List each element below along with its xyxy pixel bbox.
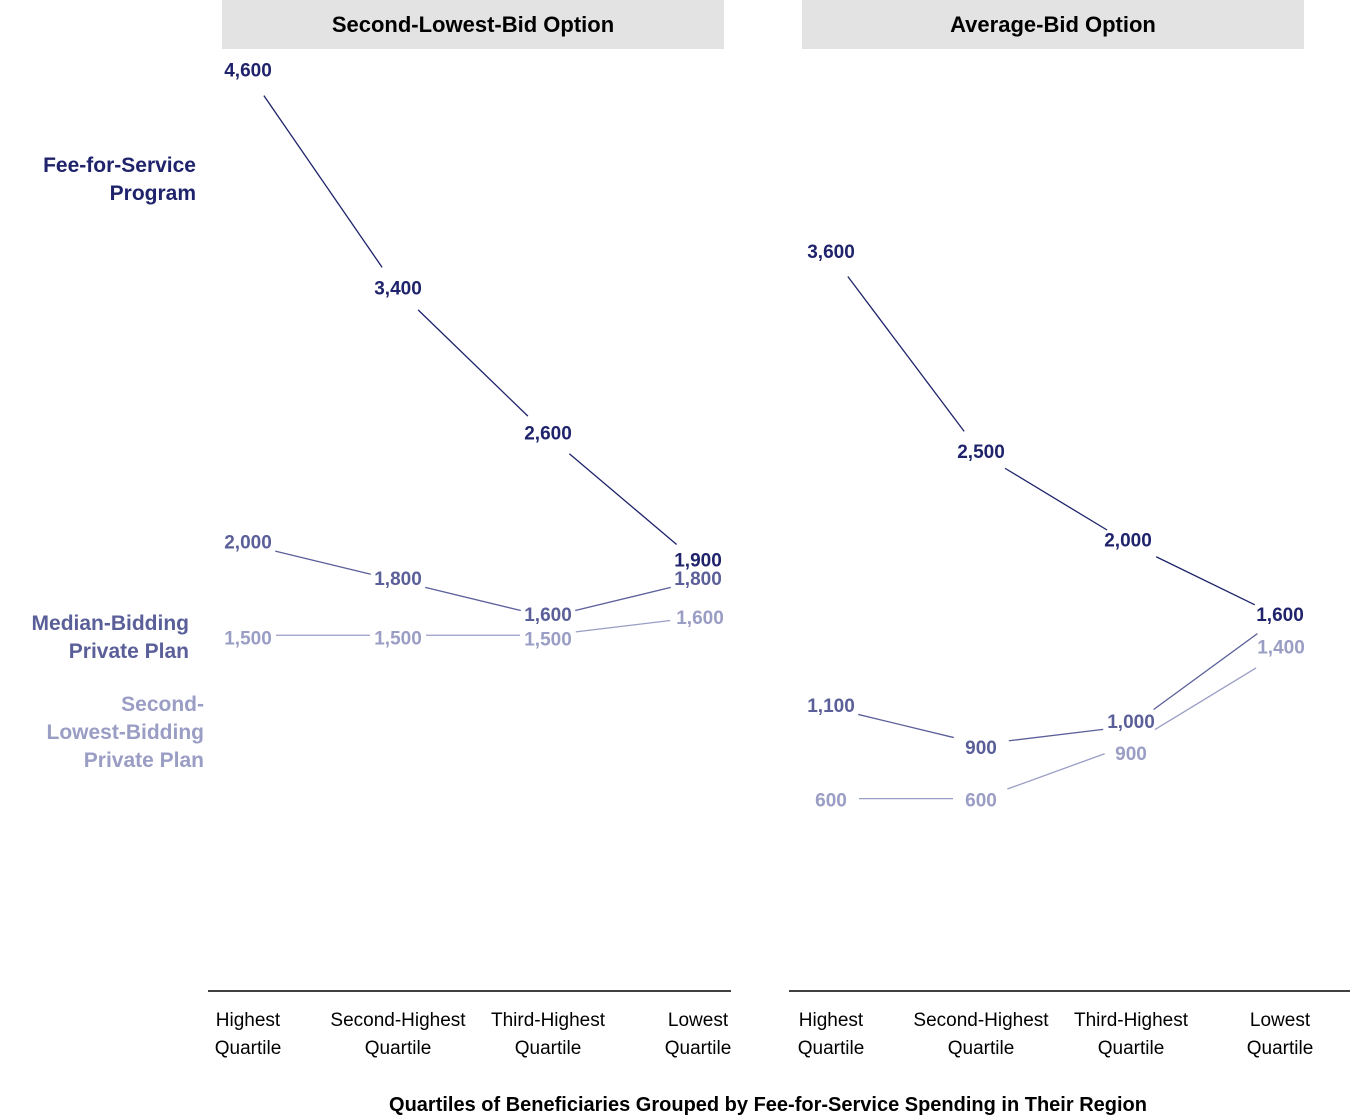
data-label-median-bidding: 1,600 <box>524 605 572 626</box>
x-tick-label-line: Quartile <box>1247 1038 1314 1059</box>
series-label-second-lowest-bidding-line: Private Plan <box>84 749 204 772</box>
x-tick-label: Highest Quartile <box>215 1010 282 1059</box>
series-label-second-lowest-bidding-line: Second- <box>121 693 204 716</box>
panel-title-bar <box>222 0 724 49</box>
series-line-fee-for-service <box>417 309 529 417</box>
series-label-second-lowest-bidding-line: Lowest-Bidding <box>47 721 204 744</box>
data-label-median-bidding: 1,000 <box>1107 712 1155 733</box>
x-tick-label-line: Quartile <box>365 1038 432 1059</box>
series-line-fee-for-service <box>568 453 678 546</box>
series-line-median-bidding <box>275 550 371 575</box>
series-label-median-bidding-line: Median-Bidding <box>32 612 189 635</box>
data-label-second-lowest-bidding: 900 <box>1115 744 1147 765</box>
x-tick-label-line: Quartile <box>665 1038 732 1059</box>
series-labels: Fee-for-Service Program Median-Bidding Priv… <box>32 154 204 772</box>
series-line-fee-for-service <box>263 95 383 268</box>
series-line-second-lowest-bidding <box>1154 667 1257 731</box>
data-label-fee-for-service: 1,600 <box>1256 605 1304 626</box>
x-tick-label-line: Quartile <box>515 1038 582 1059</box>
data-label-second-lowest-bidding: 1,500 <box>524 629 572 650</box>
x-axis-title: Quartiles of Beneficiaries Grouped by Fe… <box>389 1094 1147 1116</box>
data-label-median-bidding: 1,800 <box>374 569 422 590</box>
data-label-second-lowest-bidding: 1,500 <box>374 628 422 649</box>
x-tick-label: Second-Highest Quartile <box>330 1010 466 1059</box>
series-line-second-lowest-bidding <box>1007 753 1105 790</box>
data-label-fee-for-service: 2,500 <box>957 442 1005 463</box>
series-label-fee-for-service-line: Program <box>110 182 196 205</box>
data-label-median-bidding: 1,100 <box>807 696 855 717</box>
data-label-fee-for-service: 1,900 <box>674 551 722 572</box>
series-line-fee-for-service <box>847 276 965 432</box>
x-tick-label: Third-Highest Quartile <box>491 1010 606 1059</box>
x-tick-label: Highest Quartile <box>798 1010 865 1059</box>
x-tick-label-line: Quartile <box>948 1038 1015 1059</box>
data-label-median-bidding: 1,800 <box>674 569 722 590</box>
data-label-fee-for-service: 2,600 <box>524 424 572 445</box>
panel-title-bar <box>802 0 1304 49</box>
x-tick-label-line: Third-Highest <box>1074 1010 1189 1031</box>
x-tick-label: Lowest Quartile <box>665 1010 732 1059</box>
x-tick-label-line: Second-Highest <box>913 1010 1049 1031</box>
x-tick-label-line: Quartile <box>215 1038 282 1059</box>
data-label-fee-for-service: 2,000 <box>1104 531 1152 552</box>
series-line-median-bidding <box>425 586 521 612</box>
data-label-second-lowest-bidding: 1,600 <box>676 608 724 629</box>
series-line-second-lowest-bidding <box>575 619 671 633</box>
series-line-median-bidding <box>858 713 954 739</box>
data-label-fee-for-service: 4,600 <box>224 61 272 82</box>
data-label-second-lowest-bidding: 600 <box>965 791 997 812</box>
x-tick-label-line: Quartile <box>1098 1038 1165 1059</box>
series-line-median-bidding <box>575 586 671 612</box>
series-label-fee-for-service-line: Fee-for-Service <box>43 154 196 177</box>
data-label-fee-for-service: 3,400 <box>374 278 422 299</box>
series-line-fee-for-service <box>1155 556 1256 606</box>
series-line-median-bidding <box>1008 728 1104 742</box>
series-label-median-bidding: Median-Bidding Private Plan <box>32 612 189 663</box>
x-tick-label: Lowest Quartile <box>1247 1010 1314 1059</box>
series-label-second-lowest-bidding: Second- Lowest-Bidding Private Plan <box>47 693 204 772</box>
x-tick-label-line: Third-Highest <box>491 1010 606 1031</box>
x-tick-label-line: Second-Highest <box>330 1010 466 1031</box>
data-label-fee-for-service: 3,600 <box>807 242 855 263</box>
x-tick-label-line: Lowest <box>1250 1010 1311 1031</box>
x-tick-label-line: Highest <box>216 1010 281 1031</box>
data-label-median-bidding: 900 <box>965 738 997 759</box>
x-tick-label: Third-Highest Quartile <box>1074 1010 1189 1059</box>
x-tick-label-line: Lowest <box>668 1010 729 1031</box>
x-tick-label-line: Quartile <box>798 1038 865 1059</box>
series-line-median-bidding <box>1153 633 1258 711</box>
data-label-median-bidding: 2,000 <box>224 533 272 554</box>
x-tick-label: Second-Highest Quartile <box>913 1010 1049 1059</box>
series-label-median-bidding-line: Private Plan <box>69 640 189 663</box>
series-label-fee-for-service: Fee-for-Service Program <box>43 154 196 205</box>
data-label-second-lowest-bidding: 600 <box>815 791 847 812</box>
x-tick-label-line: Highest <box>799 1010 864 1031</box>
series-line-fee-for-service <box>1004 467 1108 531</box>
panel-title: Second-Lowest-Bid Option <box>332 12 614 37</box>
data-label-second-lowest-bidding: 1,500 <box>224 628 272 649</box>
panel-title: Average-Bid Option <box>950 12 1156 37</box>
data-label-second-lowest-bidding: 1,400 <box>1257 637 1305 658</box>
